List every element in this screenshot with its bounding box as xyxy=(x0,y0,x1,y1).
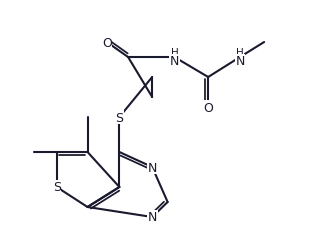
Text: S: S xyxy=(115,111,123,124)
Text: N: N xyxy=(147,161,157,174)
Text: N: N xyxy=(235,55,245,68)
Text: S: S xyxy=(53,181,61,194)
Text: O: O xyxy=(203,101,213,114)
Text: H: H xyxy=(236,48,244,58)
Text: O: O xyxy=(102,36,112,49)
Text: H: H xyxy=(170,48,178,58)
Text: N: N xyxy=(147,211,157,224)
Text: N: N xyxy=(170,55,179,68)
